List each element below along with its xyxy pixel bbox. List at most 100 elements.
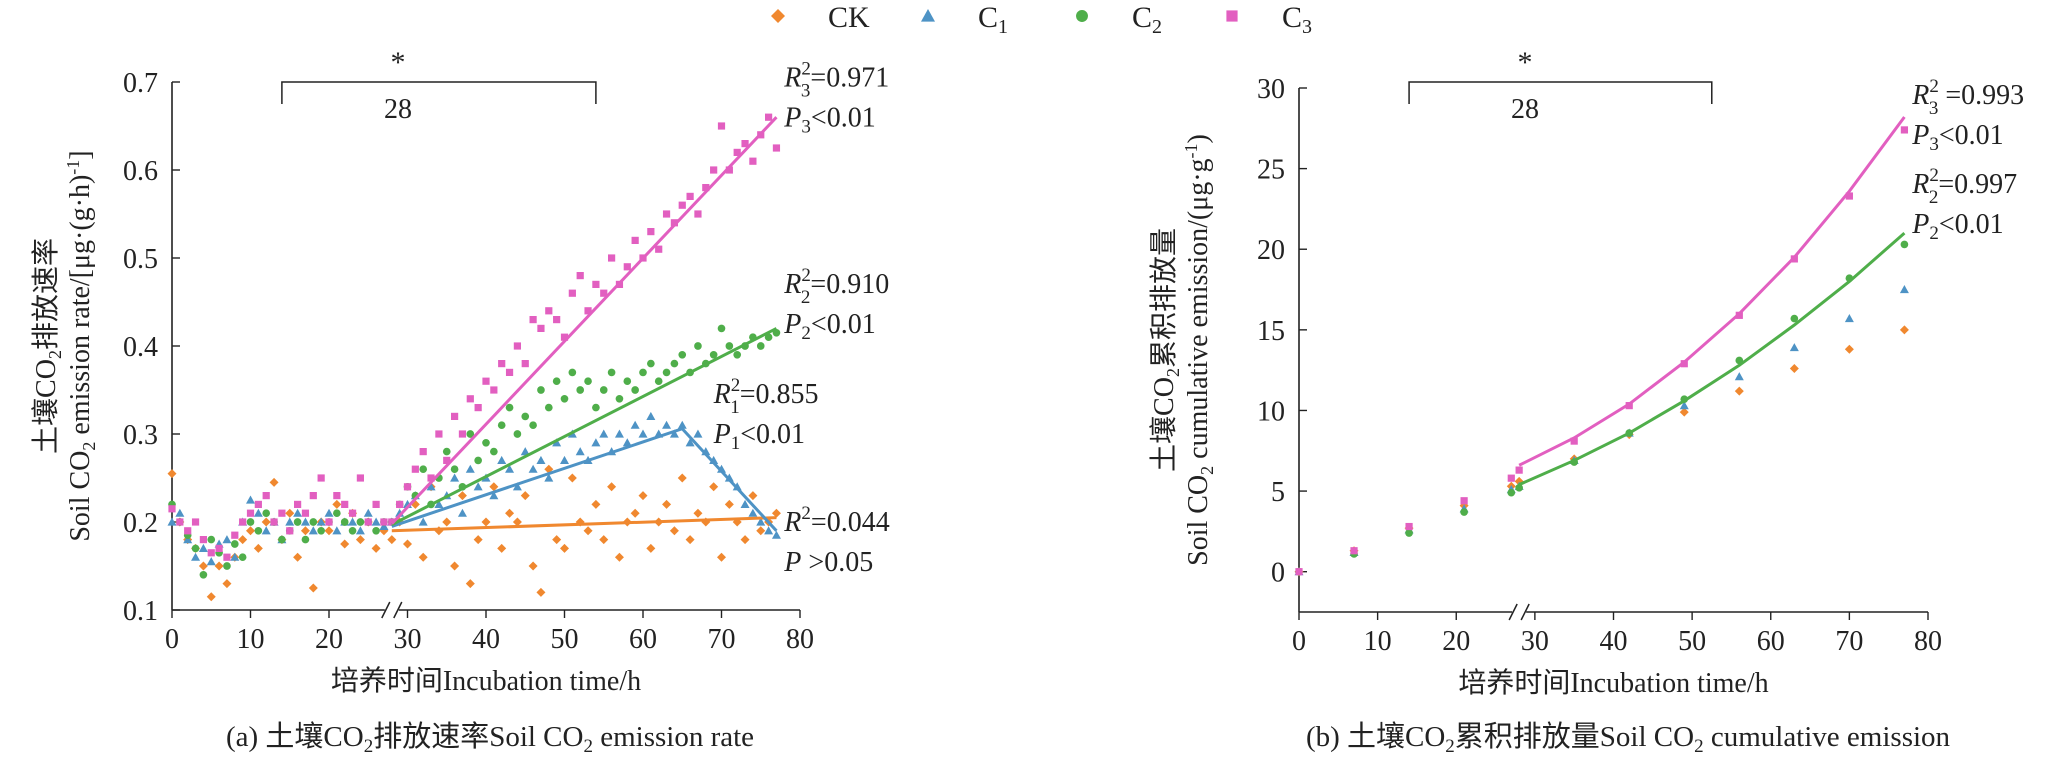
data-point-C1 (465, 464, 475, 473)
data-point-C1 (505, 464, 515, 473)
data-point-CK (418, 552, 428, 562)
data-point-CK (505, 508, 515, 518)
x-tick-label: 50 (1678, 626, 1706, 657)
p-value-label: P2<0.01 (783, 309, 875, 344)
x-tick-label: 30 (394, 624, 422, 655)
data-point-C1 (183, 535, 193, 544)
data-point-C3 (254, 500, 262, 508)
series-C3 (1295, 126, 1909, 576)
data-point-C1 (1679, 401, 1689, 410)
data-point-CK (253, 543, 263, 553)
data-point-CK (198, 561, 208, 571)
data-point-C2 (254, 526, 263, 535)
x-tick-label: 80 (786, 624, 814, 655)
data-point-C1 (206, 557, 216, 566)
data-point-C1 (379, 521, 389, 530)
data-point-C3 (309, 492, 317, 500)
significance-star: * (391, 46, 406, 79)
data-point-C3 (623, 263, 631, 271)
fit-line-C3 (390, 116, 778, 525)
data-point-CK (552, 535, 562, 545)
data-point-C3 (545, 307, 553, 315)
data-point-CK (450, 561, 460, 571)
panel-caption: (b) 土壤CO2累积排放量Soil CO2 cumulative emissi… (1306, 720, 1951, 757)
x-tick-label: 60 (1757, 626, 1785, 657)
data-point-C2 (662, 368, 671, 377)
data-point-C3 (419, 448, 427, 456)
data-point-C1 (544, 473, 554, 482)
data-point-C2 (199, 570, 208, 579)
axis-break-mark (381, 601, 391, 619)
data-point-C1 (300, 517, 310, 526)
data-point-C1 (622, 438, 632, 447)
data-point-C2 (725, 342, 734, 350)
data-point-C1 (560, 455, 569, 464)
data-point-C3 (451, 412, 459, 420)
p-value-label: P >0.05 (783, 547, 873, 578)
axis-break-gap (384, 601, 399, 619)
data-point-C2 (568, 368, 577, 377)
data-point-C3 (553, 316, 561, 324)
data-point-C3 (364, 518, 372, 526)
data-point-C2 (1515, 484, 1523, 492)
data-point-C2 (223, 562, 231, 570)
data-point-C3 (396, 500, 404, 508)
data-point-CK (669, 526, 679, 536)
data-point-C1 (630, 420, 640, 429)
data-point-C3 (1295, 568, 1303, 576)
data-point-C1 (599, 429, 609, 438)
y-tick-label: 10 (1257, 396, 1285, 427)
data-point-C3 (207, 549, 215, 557)
data-point-C2 (1507, 488, 1516, 497)
axis-break-mark (1508, 603, 1518, 621)
data-point-C3 (294, 500, 302, 508)
p-value-label: P1<0.01 (713, 419, 805, 454)
legend-marker-C2 (1076, 10, 1088, 22)
data-point-C1 (520, 447, 530, 456)
data-point-CK (308, 583, 318, 593)
y-tick-label: 0.6 (123, 156, 158, 187)
data-point-C1 (332, 526, 342, 535)
data-point-C2 (246, 518, 255, 526)
data-point-C3 (278, 509, 286, 517)
data-point-C3 (537, 324, 545, 332)
fit-line-C2 (391, 327, 778, 526)
data-point-C3 (411, 465, 419, 473)
data-point-CK (591, 499, 601, 509)
data-point-C3 (592, 280, 600, 288)
data-point-C3 (568, 289, 576, 297)
data-point-C2 (356, 518, 365, 526)
data-point-C1 (230, 552, 240, 561)
data-point-C3 (765, 113, 773, 121)
data-point-CK (473, 535, 483, 545)
data-point-C3 (717, 122, 726, 130)
data-point-C2 (1460, 508, 1468, 516)
data-point-C3 (239, 518, 247, 526)
data-point-C1 (222, 535, 232, 544)
data-point-C2 (623, 377, 632, 386)
data-point-C3 (356, 474, 364, 482)
data-point-C2 (278, 535, 286, 544)
data-point-C1 (348, 517, 358, 526)
significance-bracket (281, 81, 597, 104)
data-point-C3 (662, 210, 671, 218)
y-tick-label: 0.2 (123, 508, 158, 539)
data-point-C2 (442, 447, 451, 456)
data-point-CK (662, 499, 672, 509)
data-point-C2 (521, 412, 530, 421)
data-point-C3 (678, 201, 686, 209)
axis-break-mark (393, 601, 403, 619)
data-point-CK (583, 526, 593, 536)
x-tick-label: 20 (315, 624, 343, 655)
data-point-C2 (317, 526, 325, 535)
data-point-CK (536, 587, 546, 597)
data-point-C3 (215, 544, 223, 552)
data-point-C1 (363, 508, 373, 517)
data-point-C2 (764, 333, 773, 342)
data-point-CK (465, 579, 475, 589)
data-point-C1 (575, 447, 585, 456)
x-tick-label: 50 (551, 624, 579, 655)
data-point-C2 (482, 438, 490, 447)
x-tick-label: 40 (1600, 626, 1628, 657)
data-point-C3 (1515, 466, 1523, 474)
